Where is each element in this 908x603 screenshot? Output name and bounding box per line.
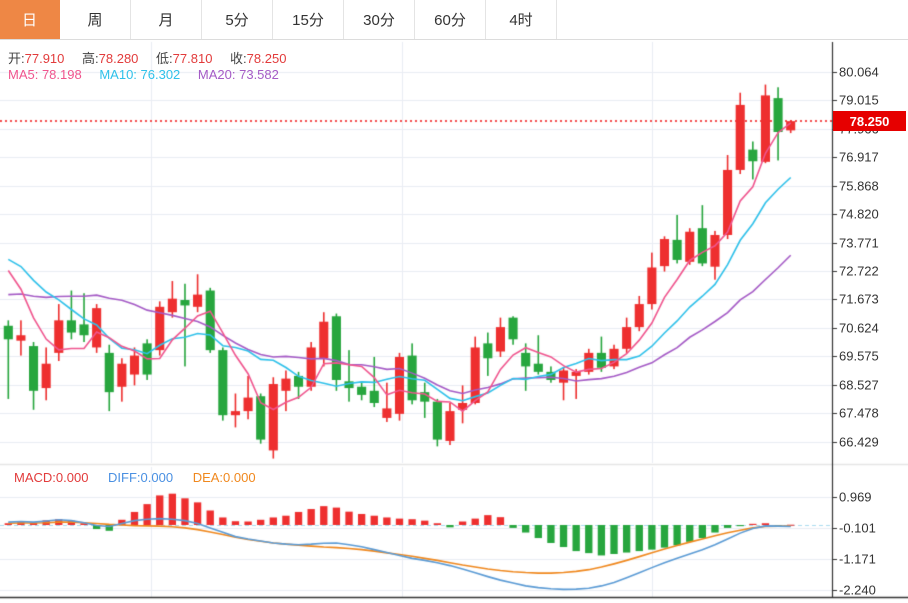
- price-axis-label: 66.429: [839, 434, 879, 449]
- last-price-badge: 78.250: [833, 111, 906, 131]
- close-value: 78.250: [246, 51, 287, 66]
- tab-week[interactable]: 周: [60, 0, 131, 39]
- macd-axis-label: -0.101: [839, 520, 876, 536]
- high-label: 高:: [82, 51, 99, 66]
- price-axis-label: 75.868: [839, 178, 879, 194]
- open-label: 开:: [8, 51, 25, 66]
- low-label: 低:: [156, 51, 173, 66]
- price-axis-label: 74.820: [839, 206, 879, 222]
- tab-15min[interactable]: 15分: [273, 0, 344, 39]
- tab-month[interactable]: 月: [131, 0, 202, 39]
- price-axis-label: 72.722: [839, 263, 879, 279]
- ohlc-info-row: 开:77.910 高:78.280 低:77.810 收:78.250: [8, 48, 300, 67]
- macd-value: MACD:0.000: [14, 470, 89, 485]
- high-value: 78.280: [98, 51, 139, 66]
- macd-axis-label: 0.969: [839, 489, 872, 505]
- price-axis-label: 73.771: [839, 235, 879, 251]
- ma-info-row: MA5: 78.198 MA10: 76.302 MA20: 73.582: [8, 67, 293, 82]
- ma20-value: MA20: 73.582: [197, 67, 279, 82]
- macd-info-row: MACD:0.000 DIFF:0.000 DEA:0.000: [14, 470, 272, 485]
- ma10-value: MA10: 76.302: [99, 67, 181, 82]
- tab-30min[interactable]: 30分: [344, 0, 415, 39]
- tab-60min[interactable]: 60分: [415, 0, 486, 39]
- close-label: 收:: [230, 51, 247, 66]
- dea-value: DEA:0.000: [192, 470, 256, 485]
- price-axis-label: 79.015: [839, 92, 879, 108]
- tab-day[interactable]: 日: [0, 0, 60, 39]
- low-value: 77.810: [172, 51, 213, 66]
- price-axis-label: 76.917: [839, 149, 879, 165]
- period-tabbar: 日 周 月 5分 15分 30分 60分 4时: [0, 0, 908, 40]
- price-axis-label: 71.673: [839, 291, 879, 307]
- tab-5min[interactable]: 5分: [202, 0, 273, 39]
- price-axis-label: 70.624: [839, 320, 879, 336]
- ma5-value: MA5: 78.198: [8, 67, 82, 82]
- macd-axis-label: -1.171: [839, 551, 876, 567]
- macd-axis-label: -2.240: [839, 582, 876, 598]
- price-axis-label: 69.575: [839, 348, 879, 364]
- open-value: 77.910: [24, 51, 65, 66]
- price-axis-label: 68.527: [839, 377, 879, 393]
- tab-4hour[interactable]: 4时: [486, 0, 557, 39]
- diff-value: DIFF:0.000: [108, 470, 174, 485]
- price-axis-label: 80.064: [839, 64, 879, 80]
- price-axis-label: 67.478: [839, 405, 879, 421]
